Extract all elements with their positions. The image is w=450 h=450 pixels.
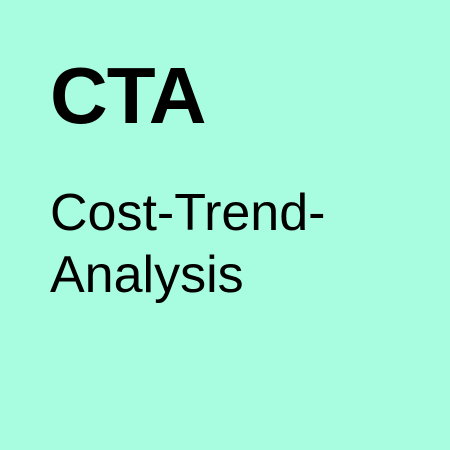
subtitle-line-2: Analysis <box>50 246 244 305</box>
acronym-heading: CTA <box>50 51 206 140</box>
subtitle-text: Cost-Trend- Analysis <box>50 182 325 307</box>
subtitle-line-1: Cost-Trend- <box>50 184 326 242</box>
